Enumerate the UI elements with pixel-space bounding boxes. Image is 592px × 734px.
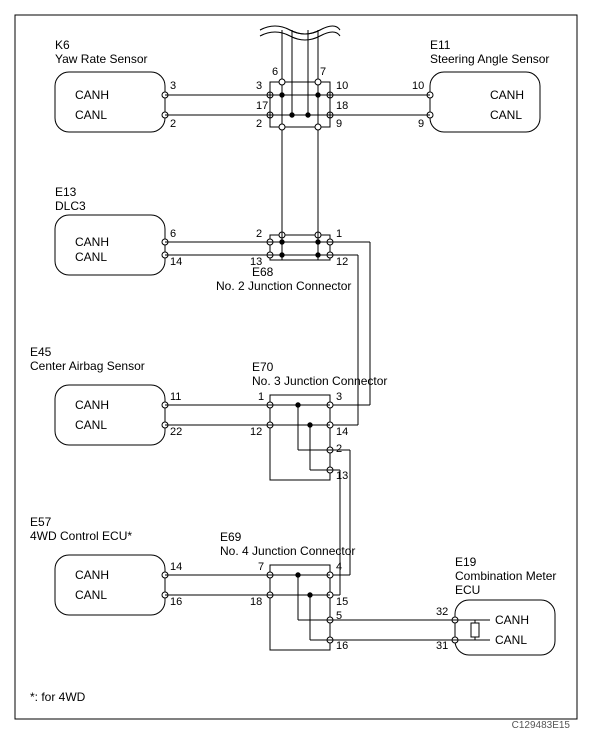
e57-id: E57 xyxy=(30,515,51,529)
e70-pin1: 1 xyxy=(258,391,264,403)
e57-canl: CANL xyxy=(75,588,107,602)
e68-pin12: 12 xyxy=(336,256,348,268)
e19-canl-pin: 31 xyxy=(436,640,448,652)
e70-name: No. 3 Junction Connector xyxy=(252,374,387,388)
e68-name: No. 2 Junction Connector xyxy=(216,279,351,293)
e68-pin18: 18 xyxy=(336,100,348,112)
k6-id: K6 xyxy=(55,38,70,52)
e57-name: 4WD Control ECU* xyxy=(30,529,132,543)
e70-pin12: 12 xyxy=(250,426,262,438)
e13-canl: CANL xyxy=(75,250,107,264)
e13-name: DLC3 xyxy=(55,199,86,213)
k6-canh-pin: 3 xyxy=(170,80,176,92)
e69-pin4: 4 xyxy=(336,561,342,573)
e45-canh: CANH xyxy=(75,398,109,412)
e57-canh-pin: 14 xyxy=(170,561,182,573)
e68-pin-e11h: 10 xyxy=(336,80,348,92)
e70-pin14: 14 xyxy=(336,426,348,438)
e19-canh-pin: 32 xyxy=(436,606,448,618)
e69-pin15: 15 xyxy=(336,596,348,608)
e70-pin13: 13 xyxy=(336,470,348,482)
e68-pin17: 17 xyxy=(256,100,268,112)
e69-pin5: 5 xyxy=(336,610,342,622)
footnote-4wd: *: for 4WD xyxy=(30,690,85,704)
e11-canh-pin: 10 xyxy=(412,80,424,92)
e19-canl: CANL xyxy=(495,633,527,647)
e19-canh: CANH xyxy=(495,613,529,627)
e69-pin18: 18 xyxy=(250,596,262,608)
e68-pin6: 6 xyxy=(272,66,278,78)
e45-id: E45 xyxy=(30,345,51,359)
e68-id: E68 xyxy=(252,265,273,279)
e70-id: E70 xyxy=(252,360,273,374)
image-id: C129483E15 xyxy=(512,720,570,731)
k6-name: Yaw Rate Sensor xyxy=(55,52,148,66)
e69-name: No. 4 Junction Connector xyxy=(220,544,355,558)
e68-pin-k6l: 2 xyxy=(256,118,262,130)
e11-canh: CANH xyxy=(490,88,524,102)
e68-pin7: 7 xyxy=(320,66,326,78)
k6-canh: CANH xyxy=(75,88,109,102)
e45-canl-pin: 22 xyxy=(170,426,182,438)
e13-canh-pin: 6 xyxy=(170,228,176,240)
e45-canh-pin: 11 xyxy=(170,391,181,403)
e69-id: E69 xyxy=(220,530,241,544)
k6-canl: CANL xyxy=(75,108,107,122)
e69-pin16: 16 xyxy=(336,640,348,652)
e69-pin7: 7 xyxy=(258,561,264,573)
e70-pin3: 3 xyxy=(336,391,342,403)
e68-pin2: 2 xyxy=(256,228,262,240)
k6-canl-pin: 2 xyxy=(170,118,176,130)
e13-canh: CANH xyxy=(75,235,109,249)
e70-pin2: 2 xyxy=(336,443,342,455)
e19-name: Combination Meter ECU xyxy=(455,569,556,598)
e11-canl-pin: 9 xyxy=(418,118,424,130)
e11-id: E11 xyxy=(430,38,450,52)
e13-id: E13 xyxy=(55,185,76,199)
e57-canh: CANH xyxy=(75,568,109,582)
e68-pin-e11l: 9 xyxy=(336,118,342,130)
e57-canl-pin: 16 xyxy=(170,596,182,608)
e11-name: Steering Angle Sensor xyxy=(430,52,549,66)
e68-pin1: 1 xyxy=(336,228,342,240)
e45-canl: CANL xyxy=(75,418,107,432)
e19-id: E19 xyxy=(455,555,476,569)
e68-pin-k6h: 3 xyxy=(256,80,262,92)
e11-canl: CANL xyxy=(490,108,522,122)
e45-name: Center Airbag Sensor xyxy=(30,359,145,373)
e13-canl-pin: 14 xyxy=(170,256,182,268)
